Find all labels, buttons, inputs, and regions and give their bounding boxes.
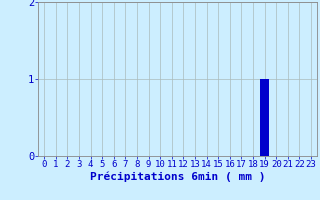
Bar: [260, 79, 269, 156]
X-axis label: Précipitations 6min ( mm ): Précipitations 6min ( mm ): [90, 172, 265, 182]
